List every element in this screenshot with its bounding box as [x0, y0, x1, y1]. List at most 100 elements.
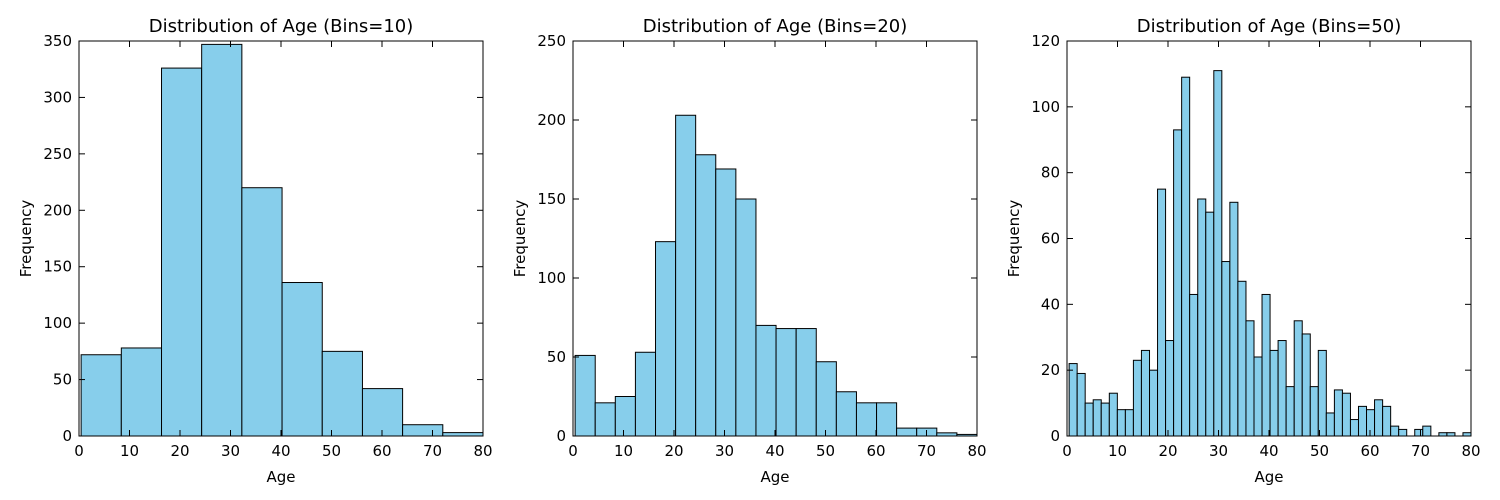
x-tick-label: 80 [967, 442, 986, 460]
histogram-bar [655, 241, 677, 437]
histogram-bar [1374, 399, 1384, 437]
y-tick-label: 0 [62, 427, 72, 445]
histogram-bar [161, 67, 203, 437]
x-tick-label: 70 [1411, 442, 1430, 460]
y-tick-label: 200 [43, 201, 72, 219]
y-tick-label: 100 [43, 314, 72, 332]
x-tick-label: 50 [322, 442, 341, 460]
y-tick-label: 50 [53, 371, 72, 389]
y-tick-label: 100 [537, 269, 566, 287]
x-axis-label: Age [760, 468, 789, 486]
x-tick-label: 70 [917, 442, 936, 460]
y-axis-label: Frequency [17, 200, 35, 278]
histogram-bar [1357, 405, 1368, 437]
x-tick-label: 10 [614, 442, 633, 460]
y-tick-label: 250 [43, 145, 72, 163]
y-tick-label: 350 [43, 32, 72, 50]
histogram-bar [80, 354, 122, 437]
histogram-bar [1149, 369, 1159, 437]
x-tick-label: 40 [765, 442, 784, 460]
histogram-bar [896, 427, 918, 437]
histogram-bar [1390, 425, 1400, 437]
histogram-bar [1229, 201, 1239, 437]
chart-title: Distribution of Age (Bins=50) [1137, 16, 1402, 37]
histogram-bar [755, 324, 777, 437]
histogram-bar [715, 168, 737, 437]
x-tick-label: 80 [1461, 442, 1480, 460]
y-tick-label: 300 [43, 88, 72, 106]
x-tick-label: 60 [1360, 442, 1379, 460]
x-axis-label: Age [266, 468, 295, 486]
histogram-bar [1293, 320, 1303, 437]
x-tick-label: 40 [271, 442, 290, 460]
y-tick-label: 40 [1041, 295, 1060, 313]
histogram-bar [1076, 372, 1086, 437]
histogram-bar [634, 351, 657, 437]
x-tick-label: 10 [1108, 442, 1127, 460]
histogram-bar [1165, 340, 1175, 437]
x-tick-label: 50 [816, 442, 835, 460]
histogram-bar [1309, 386, 1319, 437]
y-tick-label: 80 [1041, 164, 1060, 182]
x-tick-label: 20 [1158, 442, 1177, 460]
histogram-bar [1124, 409, 1134, 437]
x-tick-label: 0 [568, 442, 578, 460]
histogram-bar [876, 402, 898, 437]
y-tick-label: 150 [43, 258, 72, 276]
histogram-panel-bins-10: 0 10 20 30 40 50 60 70 80 0 50 100 150 200 250 300 350 D… [17, 16, 493, 486]
histogram-bar [574, 354, 596, 437]
y-tick-label: 250 [537, 32, 566, 50]
histogram-bar [120, 347, 163, 437]
histogram-bar [735, 198, 757, 437]
histogram-bar [795, 328, 817, 437]
histogram-bar [1084, 402, 1094, 437]
histogram-bar [281, 282, 323, 437]
histogram-bar [1092, 399, 1102, 437]
histogram-bar [614, 396, 636, 437]
histogram-panel-bins-50: 0 10 20 30 40 50 60 70 80 0 20 40 60 80 100 120 Distrib… [1005, 16, 1481, 486]
histogram-bar [1422, 425, 1432, 437]
x-tick-label: 30 [221, 442, 240, 460]
histogram-bar [1173, 129, 1183, 437]
histogram-bar [1301, 333, 1311, 437]
x-tick-label: 0 [1062, 442, 1072, 460]
histogram-bar [1221, 261, 1231, 437]
y-tick-label: 120 [1031, 32, 1060, 50]
histogram-bar [1140, 349, 1151, 437]
histogram-bar [1325, 412, 1335, 437]
histogram-bar [402, 424, 444, 437]
histogram-bar [1157, 188, 1167, 437]
x-tick-label: 20 [664, 442, 683, 460]
histogram-bar [1398, 428, 1408, 437]
x-tick-label: 80 [473, 442, 492, 460]
histogram-bar [695, 154, 717, 437]
x-tick-label: 20 [170, 442, 189, 460]
histogram-bar [361, 388, 404, 437]
histogram-bar [1132, 359, 1142, 437]
x-tick-label: 30 [715, 442, 734, 460]
y-tick-label: 100 [1031, 98, 1060, 116]
histogram-bar [321, 350, 363, 437]
histogram-bar [1349, 419, 1359, 437]
x-axis-label: Age [1254, 468, 1283, 486]
histogram-bar [1261, 293, 1271, 437]
x-tick-label: 30 [1209, 442, 1228, 460]
histogram-bar [1100, 402, 1110, 437]
histogram-bar [442, 432, 484, 437]
x-tick-label: 40 [1259, 442, 1278, 460]
histogram-bar [835, 391, 857, 437]
x-tick-label: 60 [372, 442, 391, 460]
histogram-bar [855, 402, 878, 437]
histogram-bar [1213, 70, 1223, 437]
ticks: 0 10 20 30 40 50 60 70 80 0 20 40 60 80 100 120 [1031, 32, 1480, 460]
y-tick-label: 200 [537, 111, 566, 129]
histogram-panel-bins-20: 0 10 20 30 40 50 60 70 80 0 50 100 150 200 250 Distrib… [511, 16, 987, 486]
y-tick-label: 150 [537, 190, 566, 208]
histogram-bar [1181, 76, 1191, 437]
bars [574, 114, 978, 437]
histogram-bar [1068, 363, 1078, 437]
histogram-bar [675, 114, 697, 437]
y-axis-label: Frequency [1005, 200, 1023, 278]
bars [1068, 70, 1472, 437]
